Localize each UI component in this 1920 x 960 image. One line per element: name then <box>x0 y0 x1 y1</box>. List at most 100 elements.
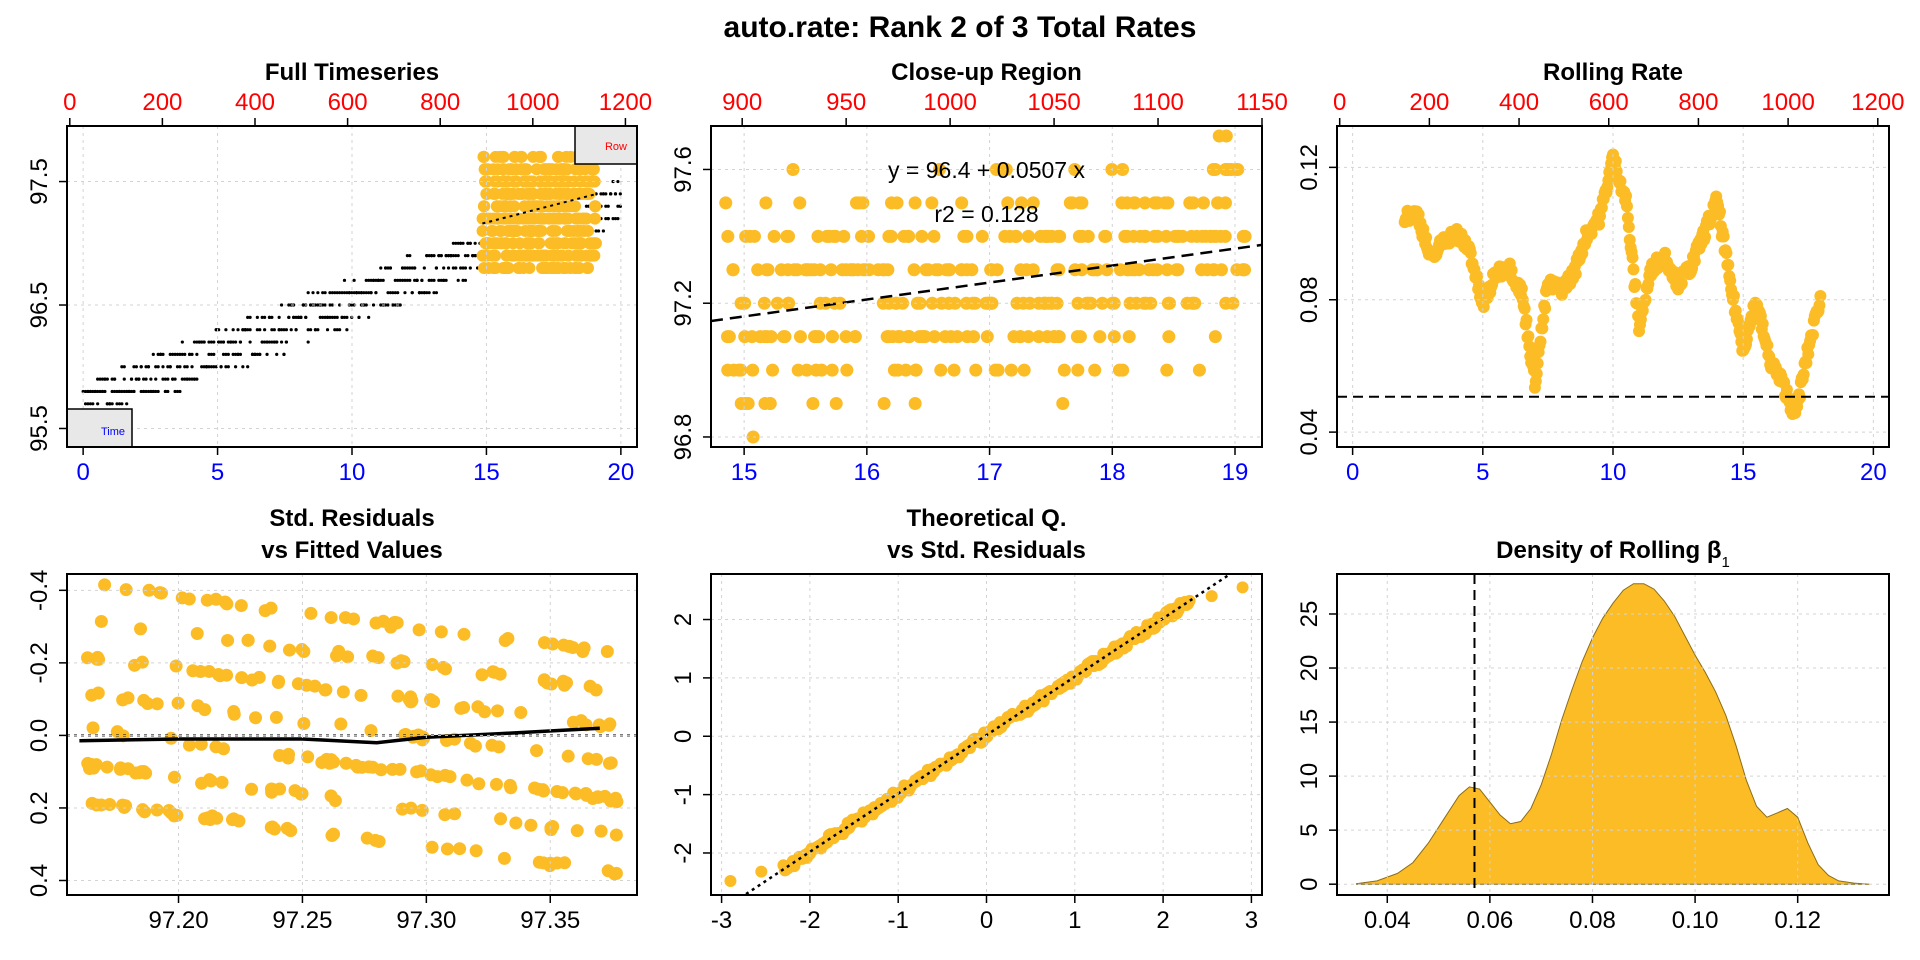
residual-point <box>128 658 142 672</box>
x-tick-label: -3 <box>711 907 732 934</box>
closeup-point <box>882 229 896 243</box>
raw-point <box>459 241 463 245</box>
residual-point <box>150 697 164 711</box>
closeup-point <box>902 229 916 243</box>
x-tick-label: -1 <box>888 907 909 934</box>
raw-point <box>139 365 143 369</box>
raw-point <box>422 266 426 270</box>
closeup-point <box>991 363 1005 377</box>
residual-point <box>434 625 448 639</box>
panel-full_timeseries: 0 5 10 15 20 95.5 96.5 97.5 0 200 400 600 800 1000 120… <box>26 59 652 486</box>
raw-point <box>400 278 405 282</box>
closeup-point <box>927 229 941 243</box>
subset-point <box>508 150 521 163</box>
raw-point <box>427 278 431 282</box>
raw-point <box>613 216 618 221</box>
raw-point <box>163 377 168 381</box>
closeup-point <box>1026 263 1040 277</box>
panel-closeup_region: 15 16 17 18 19 96.8 97.2 97.6 900 950 1000 1050 1100… <box>670 59 1288 486</box>
closeup-point <box>1148 196 1162 210</box>
raw-point <box>98 377 102 381</box>
raw-point <box>367 315 371 319</box>
raw-point <box>325 315 330 319</box>
closeup-point <box>1063 196 1077 210</box>
raw-point <box>299 315 303 319</box>
subset-point <box>500 200 513 213</box>
raw-point <box>207 365 211 369</box>
rolling-point <box>1740 333 1753 346</box>
raw-point <box>233 365 238 369</box>
residual-point <box>550 784 564 798</box>
raw-point <box>316 303 320 307</box>
top-tick-label: 800 <box>420 89 460 116</box>
residual-point <box>273 748 287 762</box>
raw-point <box>158 352 163 357</box>
raw-point <box>604 216 608 221</box>
residual-point <box>153 586 167 600</box>
closeup-point <box>876 296 890 310</box>
raw-point <box>168 352 172 357</box>
rolling-point <box>1793 391 1806 404</box>
raw-point <box>427 291 431 295</box>
plot-frame <box>710 573 1263 896</box>
residual-point <box>509 816 523 830</box>
residual-point <box>391 689 405 703</box>
residual-point <box>175 591 189 605</box>
raw-point <box>277 328 281 332</box>
subset-point <box>588 212 601 225</box>
residual-point <box>556 674 570 688</box>
subset-point <box>524 224 537 237</box>
raw-point <box>197 340 201 344</box>
raw-point <box>425 254 429 258</box>
raw-point <box>265 340 269 344</box>
raw-point <box>183 377 187 381</box>
raw-point <box>226 352 230 357</box>
raw-point <box>166 377 170 381</box>
raw-point <box>381 278 385 282</box>
residual-point <box>586 792 600 806</box>
raw-point <box>263 328 267 332</box>
residual-point <box>448 807 462 821</box>
subset-point <box>546 224 559 237</box>
x-tick-label: 97.35 <box>520 907 580 934</box>
y-tick-label: -2 <box>670 842 697 863</box>
residual-point <box>90 798 104 812</box>
residual-point <box>354 688 368 702</box>
raw-point <box>354 291 359 295</box>
top-tick-label: 200 <box>142 89 182 116</box>
raw-point <box>338 291 342 295</box>
qq-point <box>755 865 768 878</box>
raw-point <box>129 389 134 394</box>
plot-frame <box>710 125 1263 448</box>
raw-point <box>209 352 213 357</box>
top-tick-label: 400 <box>1499 89 1539 116</box>
raw-point <box>272 340 276 344</box>
closeup-point <box>1015 196 1029 210</box>
residual-point <box>323 756 337 770</box>
raw-point <box>267 315 272 319</box>
residual-point <box>297 717 311 731</box>
subset-point <box>554 187 567 200</box>
closeup-point <box>1151 229 1165 243</box>
rolling-point <box>1699 230 1712 243</box>
raw-point <box>112 389 117 394</box>
closeup-point <box>1218 196 1232 210</box>
residual-point <box>232 814 246 828</box>
residual-point <box>415 803 429 817</box>
raw-point <box>454 241 458 245</box>
rolling-point <box>1761 339 1774 352</box>
residual-point <box>258 604 272 618</box>
raw-point <box>255 328 259 332</box>
raw-point <box>233 340 238 344</box>
raw-point <box>279 303 284 307</box>
residual-point <box>269 710 283 724</box>
rolling-point <box>1520 313 1533 326</box>
subset-point <box>531 249 544 262</box>
rolling-point <box>1717 230 1730 243</box>
closeup-point <box>751 263 765 277</box>
panel-rolling_rate: 0 5 10 15 20 0.04 0.08 0.12 0 200 400 600 800 1000 120… <box>1296 59 1904 486</box>
closeup-point <box>1113 263 1127 277</box>
subset-point <box>551 249 564 262</box>
closeup-point <box>891 363 905 377</box>
raw-point <box>214 365 218 369</box>
